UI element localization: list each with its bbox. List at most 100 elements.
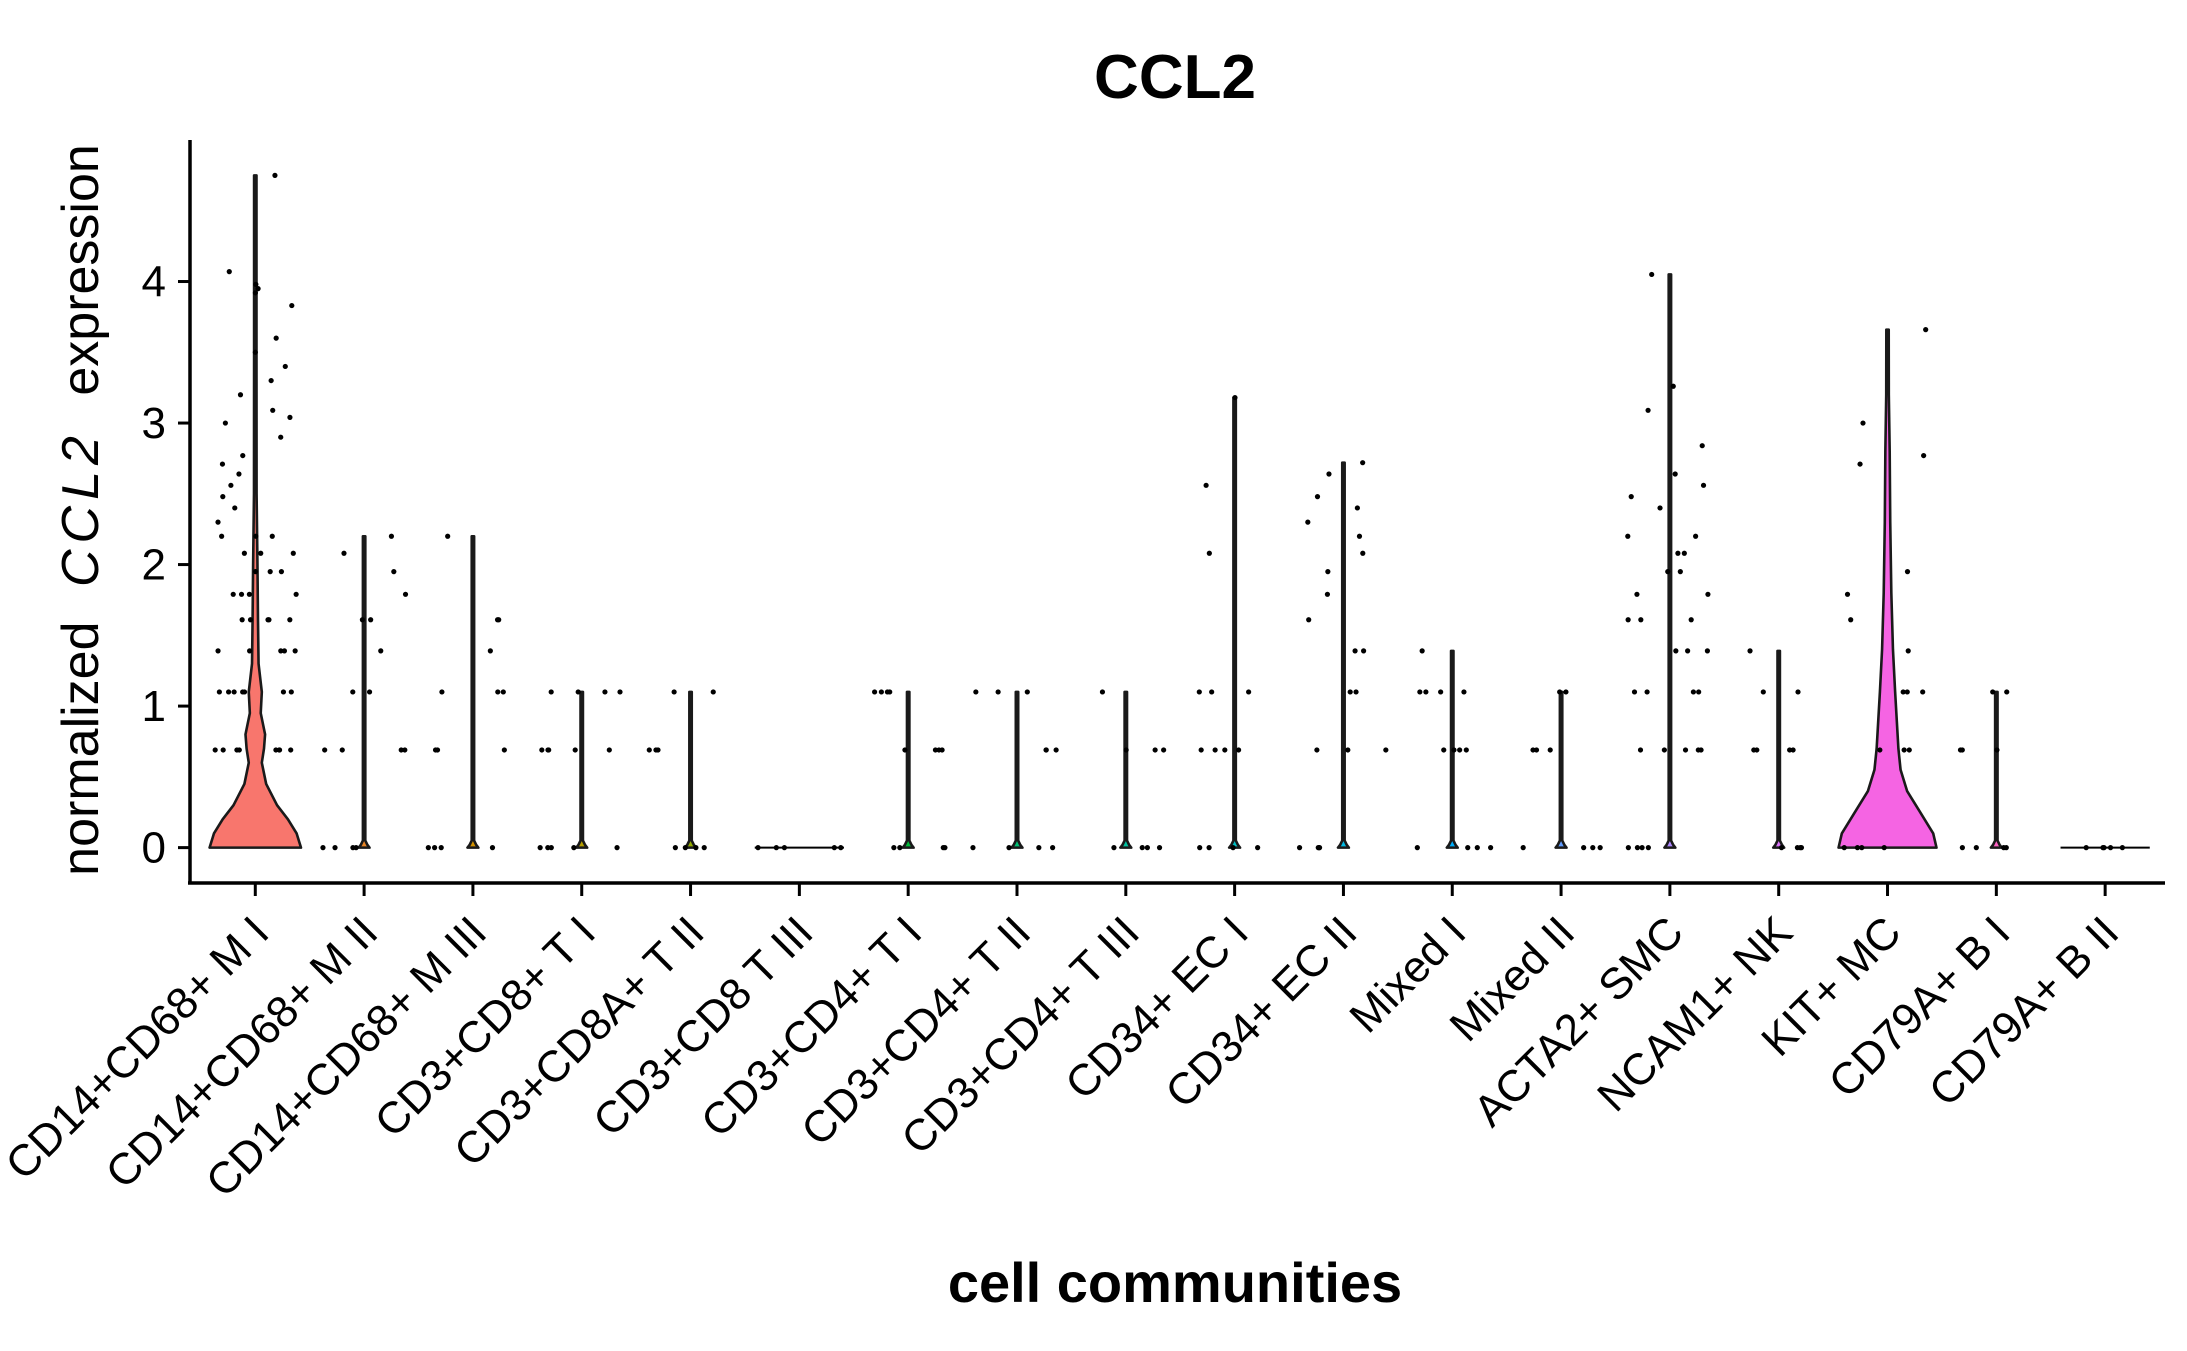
data-point bbox=[1111, 845, 1117, 851]
data-point bbox=[359, 617, 366, 623]
x-axis-label: cell communities bbox=[948, 1251, 1402, 1314]
data-point bbox=[1451, 747, 1457, 753]
data-point bbox=[1690, 689, 1697, 695]
data-point bbox=[537, 845, 543, 851]
data-point bbox=[220, 747, 226, 753]
data-point bbox=[614, 845, 620, 851]
violin bbox=[466, 534, 480, 849]
data-point bbox=[1597, 845, 1603, 851]
data-point bbox=[1639, 845, 1645, 851]
data-point bbox=[287, 414, 293, 420]
data-point bbox=[278, 569, 285, 575]
y-tick-label: 0 bbox=[142, 824, 166, 873]
data-point bbox=[1920, 689, 1926, 695]
data-point bbox=[1360, 648, 1367, 654]
data-point bbox=[1360, 460, 1366, 466]
data-point bbox=[252, 349, 258, 355]
data-point bbox=[572, 747, 578, 753]
data-point bbox=[341, 550, 347, 556]
data-point bbox=[602, 689, 608, 695]
data-point bbox=[1050, 845, 1056, 851]
plot-area bbox=[208, 172, 2150, 851]
data-point bbox=[1854, 845, 1861, 851]
data-point bbox=[2100, 845, 2106, 851]
data-point bbox=[1695, 747, 1701, 753]
data-point bbox=[755, 845, 761, 851]
data-point bbox=[781, 845, 788, 851]
data-point bbox=[273, 747, 279, 753]
data-point bbox=[1649, 271, 1655, 278]
data-point bbox=[617, 689, 623, 695]
data-point bbox=[1461, 689, 1467, 695]
data-point bbox=[1222, 747, 1228, 753]
data-point bbox=[1212, 747, 1218, 753]
data-point bbox=[2119, 845, 2125, 851]
data-point bbox=[247, 648, 253, 654]
data-point bbox=[270, 407, 276, 413]
data-point bbox=[232, 505, 238, 511]
data-point bbox=[1326, 471, 1332, 477]
data-point bbox=[273, 335, 279, 341]
data-point bbox=[487, 648, 493, 654]
data-point bbox=[402, 591, 409, 597]
data-point bbox=[234, 747, 240, 753]
data-point bbox=[1798, 845, 1805, 851]
data-point bbox=[1557, 689, 1563, 695]
data-point bbox=[1959, 845, 1965, 851]
data-point bbox=[1625, 533, 1631, 539]
y-tick-label: 3 bbox=[142, 399, 166, 448]
data-point bbox=[276, 747, 283, 753]
data-point bbox=[970, 845, 976, 851]
data-point bbox=[1352, 648, 1358, 654]
data-point bbox=[231, 689, 237, 695]
data-point bbox=[253, 533, 259, 539]
data-point bbox=[225, 689, 232, 695]
data-point bbox=[350, 689, 356, 695]
data-point bbox=[693, 845, 699, 851]
data-point bbox=[1787, 747, 1793, 753]
data-point bbox=[1685, 648, 1691, 654]
data-point bbox=[2083, 845, 2089, 851]
data-point bbox=[1024, 689, 1030, 695]
data-point bbox=[1645, 407, 1651, 413]
data-point bbox=[1438, 689, 1444, 695]
data-point bbox=[445, 533, 451, 539]
data-point bbox=[434, 747, 441, 753]
data-point bbox=[237, 392, 244, 398]
violin bbox=[1554, 690, 1568, 849]
y-axis-label: normalized CCL2 expression bbox=[52, 144, 110, 876]
data-point bbox=[1844, 591, 1851, 597]
data-point bbox=[267, 569, 273, 575]
data-point bbox=[288, 689, 294, 695]
data-point bbox=[1795, 689, 1801, 695]
data-point bbox=[288, 747, 294, 753]
violins bbox=[208, 174, 2150, 849]
data-point bbox=[216, 689, 222, 695]
data-point bbox=[902, 747, 908, 753]
data-point bbox=[1682, 747, 1689, 753]
data-point bbox=[1206, 550, 1212, 556]
violin bbox=[1663, 273, 1677, 849]
data-point bbox=[1043, 747, 1049, 753]
data-point bbox=[1688, 617, 1694, 623]
data-point bbox=[287, 617, 293, 623]
data-point bbox=[398, 747, 404, 753]
data-point bbox=[269, 533, 275, 539]
data-point bbox=[240, 452, 246, 459]
data-point bbox=[1006, 845, 1012, 851]
data-point bbox=[1206, 845, 1212, 851]
data-point bbox=[1921, 452, 1927, 459]
data-point bbox=[1904, 569, 1911, 575]
data-point bbox=[238, 591, 245, 597]
data-point bbox=[1625, 617, 1631, 623]
data-point bbox=[1677, 569, 1683, 575]
data-point bbox=[571, 845, 577, 851]
data-point bbox=[1625, 845, 1631, 851]
data-point bbox=[701, 845, 707, 851]
data-point bbox=[489, 845, 496, 851]
data-point bbox=[1760, 689, 1766, 695]
data-point bbox=[1441, 747, 1447, 753]
data-point bbox=[1465, 845, 1471, 851]
jitter-points bbox=[212, 172, 2125, 851]
data-point bbox=[539, 747, 545, 753]
